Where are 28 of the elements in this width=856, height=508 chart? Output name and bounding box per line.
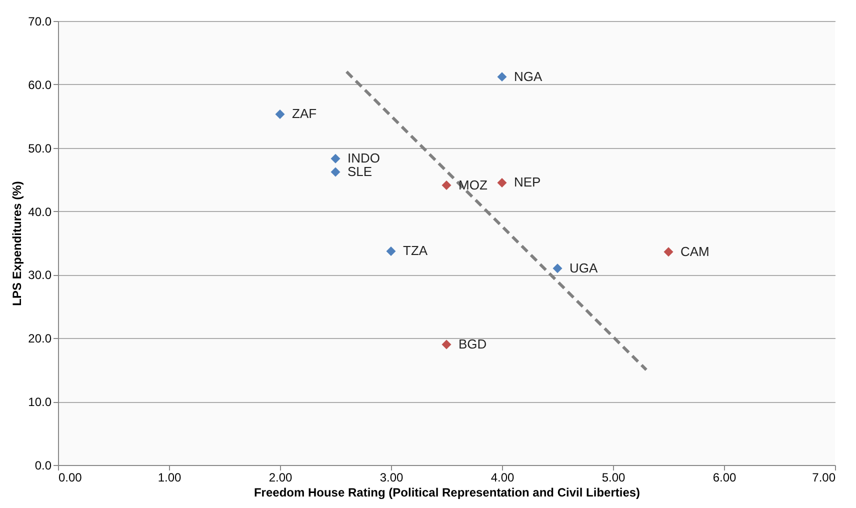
annotation: UGA: [570, 260, 598, 276]
y-tick-label: 0.0: [34, 458, 52, 472]
x-tick-label: 1.00: [158, 470, 182, 484]
annotation: SLE: [348, 164, 372, 179]
y-tick-label: 70.0: [28, 14, 52, 28]
y-tick-label: 20.0: [28, 332, 52, 346]
x-tick-label: 6.00: [712, 470, 736, 484]
y-tick-label: 40.0: [28, 204, 52, 219]
x-tick-label: 3.00: [380, 470, 404, 484]
x-tick-label: 5.00: [602, 470, 626, 484]
y-tick-label: 60.0: [28, 78, 52, 92]
annotation: NEP: [514, 174, 541, 190]
x-tick-label: 0.00: [58, 470, 82, 484]
y-axis-title: LPS Expenditures (%): [10, 181, 24, 306]
annotation: ZAF: [292, 106, 317, 122]
annotation: TZA: [403, 243, 428, 258]
annotation: CAM: [680, 244, 710, 259]
annotation: INDO: [348, 150, 380, 166]
y-tick-label: 50.0: [28, 141, 52, 156]
x-axis-title: Freedom House Rating (Political Representation and Civil Liberties): [254, 486, 640, 500]
x-tick-label: 7.00: [812, 470, 836, 484]
x-tick-label: 4.00: [490, 470, 514, 484]
annotation: BGD: [458, 336, 487, 352]
x-tick-label: 2.00: [268, 470, 292, 484]
y-tick-label: 10.0: [28, 395, 52, 410]
y-tick-label: 30.0: [28, 268, 52, 282]
annotation: MOZ: [458, 177, 488, 192]
annotation: NGA: [514, 68, 542, 84]
